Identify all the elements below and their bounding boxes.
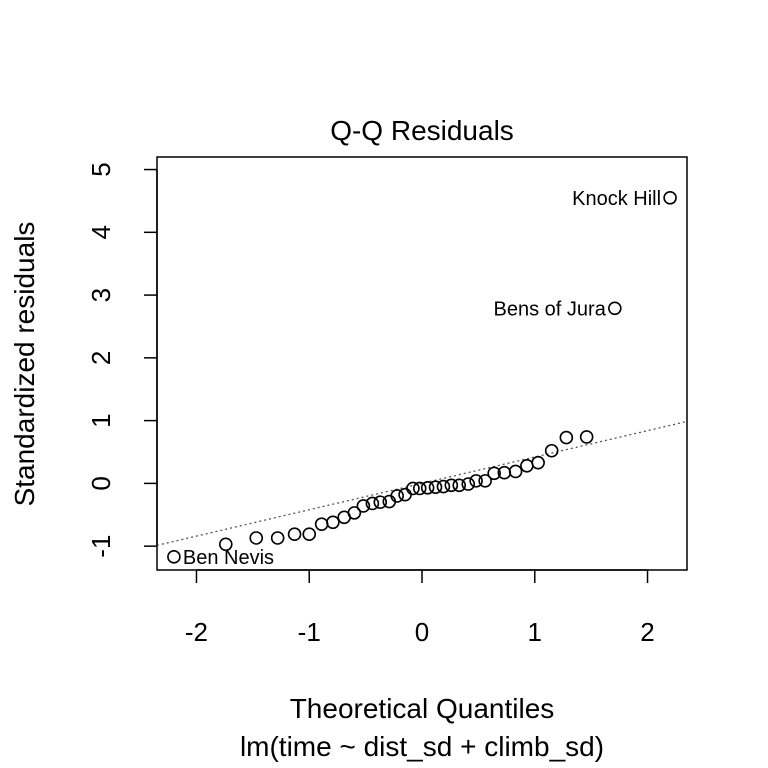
x-tick-label: -2 [185, 617, 208, 647]
data-point [398, 487, 412, 502]
data-point [406, 481, 420, 496]
y-tick-label: 4 [86, 225, 116, 239]
point-label: Ben Nevis [183, 547, 274, 569]
y-tick-label: 1 [86, 413, 116, 427]
data-point [302, 527, 317, 542]
y-tick-label: -1 [86, 535, 116, 558]
x-axis-label: Theoretical Quantiles [290, 693, 555, 724]
data-point [444, 478, 459, 493]
data-point [461, 477, 476, 491]
y-tick-label: 3 [86, 288, 116, 302]
data-point [487, 466, 501, 481]
data-point [412, 481, 427, 496]
data-point [167, 550, 181, 564]
y-tick-label: 0 [86, 476, 116, 490]
x-tick-label: 0 [415, 617, 429, 647]
chart-title: Q-Q Residuals [330, 115, 514, 146]
data-point [663, 190, 677, 205]
data-point [347, 506, 362, 520]
points-group [167, 190, 677, 564]
data-point [249, 531, 264, 545]
point-labels-group: Ben Nevis Bens of Jura Knock Hill [183, 188, 661, 569]
reference-line [156, 420, 688, 546]
data-point [436, 479, 451, 494]
x-tick-label: 2 [640, 617, 654, 647]
x-tick-label: -1 [298, 617, 321, 647]
y-tick-label: 5 [86, 162, 116, 176]
data-point [356, 499, 371, 513]
data-point [559, 430, 574, 445]
data-point [314, 517, 329, 531]
data-point [218, 537, 233, 552]
x-tick-label: 1 [528, 617, 542, 647]
y-tick-label: 2 [86, 351, 116, 365]
data-point [469, 474, 483, 488]
data-point [452, 478, 467, 493]
data-point [390, 489, 404, 503]
data-point [579, 430, 594, 444]
data-point [420, 480, 435, 495]
point-label: Knock Hill [572, 188, 661, 210]
y-axis: -1 0 1 2 3 4 5 [86, 162, 158, 558]
y-axis-label: Standardized residuals [9, 222, 40, 507]
x-axis-sublabel: lm(time ~ dist_sd + climb_sd) [240, 731, 604, 762]
data-point [373, 495, 388, 510]
point-label: Bens of Jura [494, 298, 607, 320]
x-axis: -2 -1 0 1 2 [185, 569, 655, 647]
data-point [544, 443, 559, 458]
data-point [326, 515, 340, 530]
data-point [608, 301, 622, 316]
data-point [478, 474, 492, 488]
data-point [365, 496, 380, 511]
reference-line-group [156, 420, 688, 546]
data-point [508, 464, 523, 479]
data-point [520, 459, 534, 473]
data-point [428, 480, 443, 494]
data-point [270, 531, 285, 545]
data-point [287, 527, 302, 542]
data-point [531, 455, 545, 470]
plot-frame [156, 156, 688, 571]
